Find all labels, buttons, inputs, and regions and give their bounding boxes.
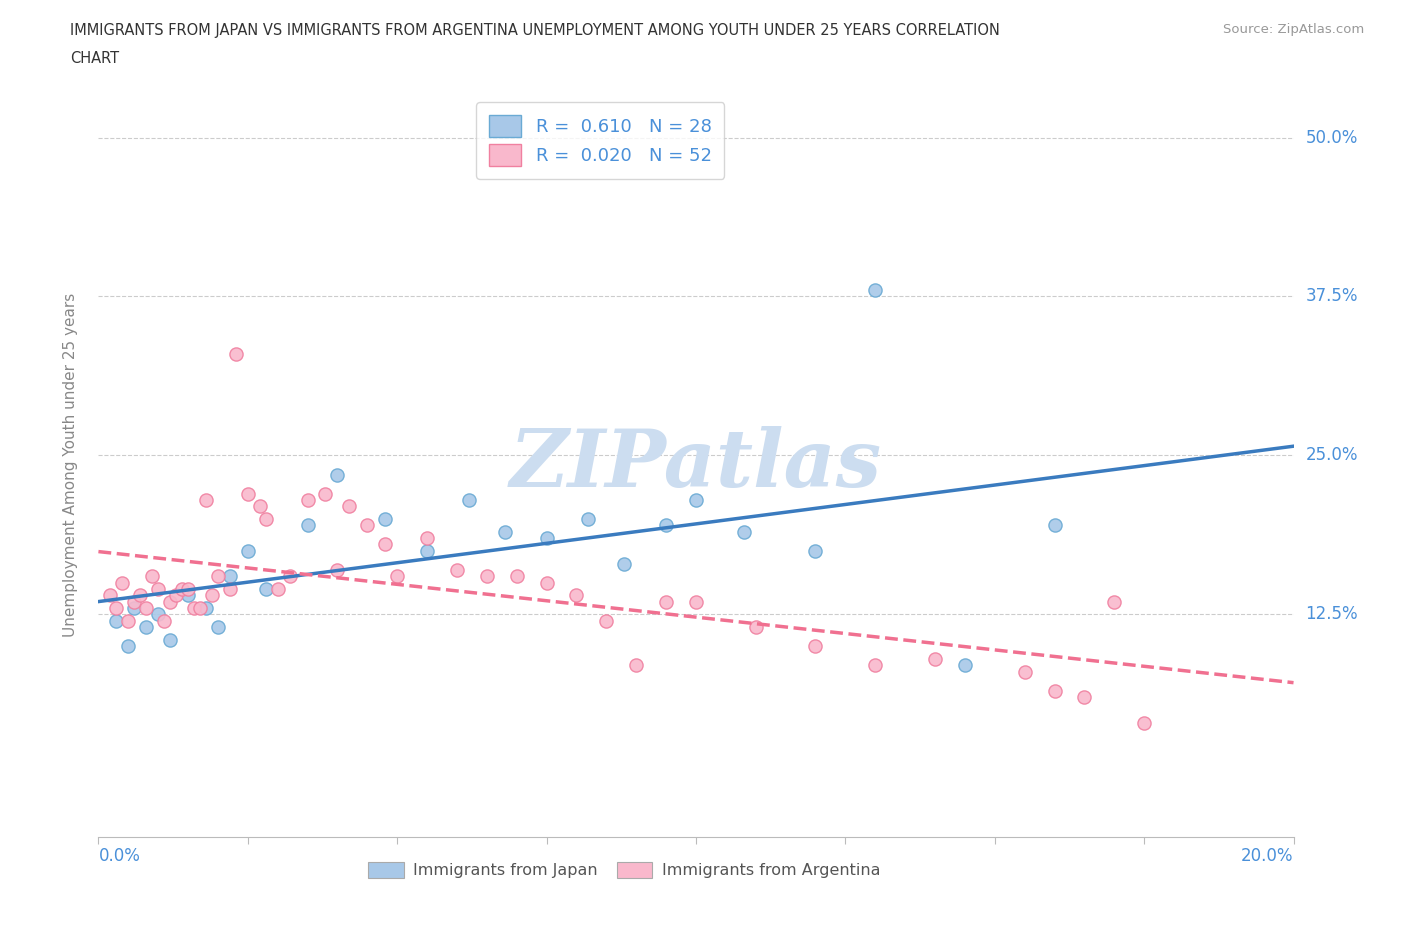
Text: 37.5%: 37.5%	[1306, 287, 1358, 305]
Point	[135, 619, 157, 634]
Text: Source: ZipAtlas.com: Source: ZipAtlas.com	[1223, 23, 1364, 36]
Point	[254, 512, 277, 526]
Point	[1014, 664, 1036, 679]
Point	[733, 525, 755, 539]
Point	[339, 498, 361, 513]
Point	[225, 346, 247, 361]
Text: 20.0%: 20.0%	[1241, 847, 1294, 865]
Point	[536, 531, 558, 546]
Point	[506, 569, 529, 584]
Point	[153, 614, 176, 629]
Point	[159, 594, 181, 609]
Point	[865, 283, 887, 298]
Point	[865, 658, 887, 672]
Point	[267, 581, 290, 596]
Point	[458, 493, 481, 508]
Point	[655, 594, 678, 609]
Text: 12.5%: 12.5%	[1306, 605, 1358, 623]
Point	[219, 581, 242, 596]
Point	[1043, 684, 1066, 698]
Point	[804, 639, 827, 654]
Point	[117, 614, 139, 629]
Point	[953, 658, 976, 672]
Point	[177, 581, 200, 596]
Point	[297, 518, 319, 533]
Point	[236, 486, 259, 501]
Point	[655, 518, 678, 533]
Point	[385, 569, 409, 584]
Point	[595, 614, 617, 629]
Point	[326, 467, 349, 482]
Point	[1104, 594, 1126, 609]
Point	[278, 569, 301, 584]
Point	[117, 639, 139, 654]
Point	[536, 575, 558, 590]
Y-axis label: Unemployment Among Youth under 25 years: Unemployment Among Youth under 25 years	[63, 293, 77, 637]
Point	[124, 594, 146, 609]
Point	[446, 563, 468, 578]
Point	[475, 569, 498, 584]
Point	[745, 619, 768, 634]
Point	[129, 588, 152, 603]
Text: IMMIGRANTS FROM JAPAN VS IMMIGRANTS FROM ARGENTINA UNEMPLOYMENT AMONG YOUTH UNDE: IMMIGRANTS FROM JAPAN VS IMMIGRANTS FROM…	[70, 23, 1000, 38]
Point	[111, 575, 134, 590]
Point	[685, 493, 707, 508]
Point	[219, 569, 242, 584]
Point	[141, 569, 163, 584]
Point	[195, 493, 218, 508]
Point	[613, 556, 636, 571]
Text: 25.0%: 25.0%	[1306, 446, 1358, 464]
Point	[172, 581, 194, 596]
Legend: Immigrants from Japan, Immigrants from Argentina: Immigrants from Japan, Immigrants from A…	[361, 856, 887, 884]
Text: CHART: CHART	[70, 51, 120, 66]
Point	[207, 569, 229, 584]
Point	[188, 601, 211, 616]
Point	[148, 607, 170, 622]
Point	[201, 588, 224, 603]
Point	[148, 581, 170, 596]
Point	[416, 543, 439, 558]
Text: 50.0%: 50.0%	[1306, 128, 1358, 147]
Point	[105, 601, 128, 616]
Point	[356, 518, 378, 533]
Point	[1073, 690, 1095, 705]
Point	[685, 594, 707, 609]
Point	[254, 581, 277, 596]
Point	[374, 512, 396, 526]
Point	[297, 493, 319, 508]
Point	[195, 601, 218, 616]
Point	[177, 588, 200, 603]
Point	[249, 498, 271, 513]
Point	[165, 588, 187, 603]
Point	[1133, 715, 1156, 730]
Point	[124, 601, 146, 616]
Point	[374, 537, 396, 551]
Point	[565, 588, 588, 603]
Point	[626, 658, 648, 672]
Point	[804, 543, 827, 558]
Point	[236, 543, 259, 558]
Point	[159, 632, 181, 647]
Point	[183, 601, 205, 616]
Point	[578, 512, 600, 526]
Point	[105, 614, 128, 629]
Point	[207, 619, 229, 634]
Text: ZIPatlas: ZIPatlas	[510, 426, 882, 504]
Point	[494, 525, 516, 539]
Point	[98, 588, 122, 603]
Point	[924, 652, 946, 667]
Point	[135, 601, 157, 616]
Point	[326, 563, 349, 578]
Point	[1043, 518, 1066, 533]
Point	[315, 486, 337, 501]
Point	[416, 531, 439, 546]
Text: 0.0%: 0.0%	[98, 847, 141, 865]
